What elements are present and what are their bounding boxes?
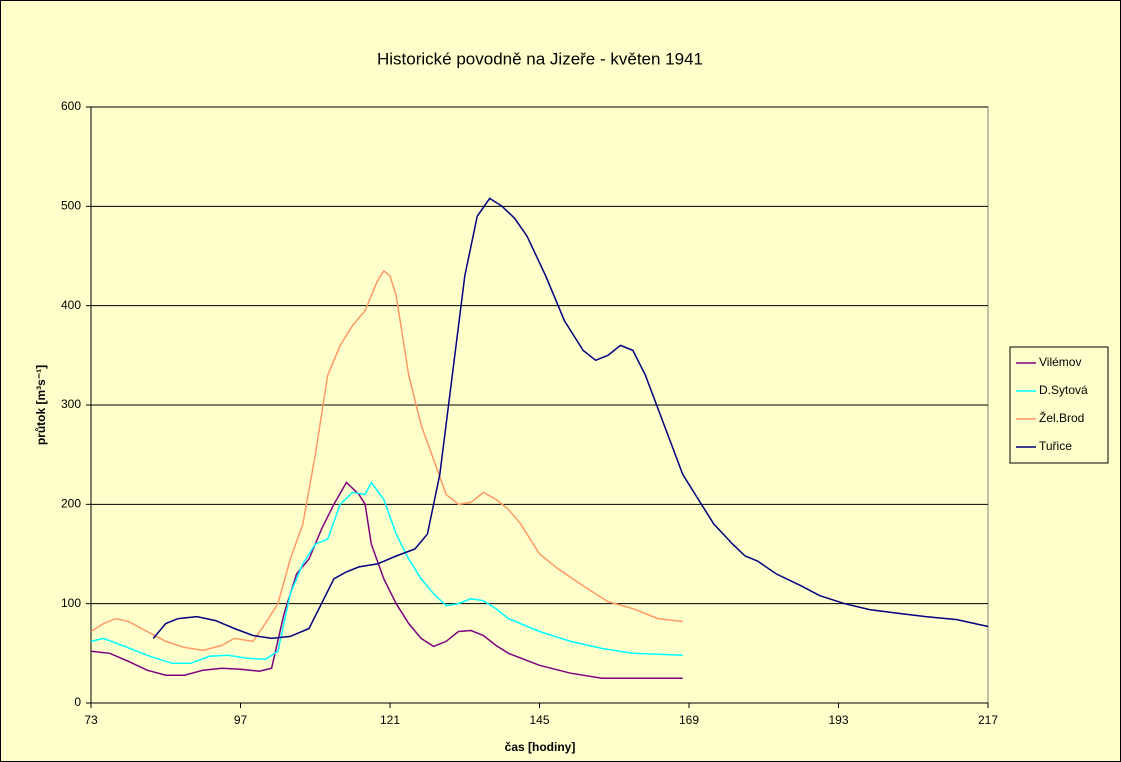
legend-label: Žel.Brod bbox=[1039, 410, 1084, 425]
y-tick-label: 500 bbox=[61, 199, 81, 213]
y-tick-label: 0 bbox=[74, 695, 81, 709]
x-tick-label: 217 bbox=[978, 713, 998, 727]
y-tick-label: 400 bbox=[61, 298, 81, 312]
x-tick-label: 145 bbox=[529, 713, 549, 727]
series-line bbox=[90, 481, 683, 665]
y-tick-label: 300 bbox=[61, 397, 81, 411]
x-tick-label: 169 bbox=[679, 713, 699, 727]
x-tick-label: 121 bbox=[380, 713, 400, 727]
legend-box bbox=[1009, 346, 1109, 464]
legend-label: Tuřice bbox=[1039, 439, 1072, 453]
series-line bbox=[90, 269, 683, 652]
y-tick-label: 100 bbox=[61, 596, 81, 610]
y-tick-label: 200 bbox=[61, 497, 81, 511]
x-tick-label: 193 bbox=[828, 713, 848, 727]
legend-label: D.Sytová bbox=[1039, 383, 1088, 397]
series-line bbox=[90, 481, 683, 679]
y-tick-label: 600 bbox=[61, 99, 81, 113]
x-axis-label: čas [hodiny] bbox=[505, 740, 576, 754]
x-tick-label: 97 bbox=[234, 713, 248, 727]
chart-title: Historické povodně na Jizeře - květen 19… bbox=[377, 49, 703, 68]
legend-label: Vilémov bbox=[1039, 355, 1081, 369]
y-axis-label: průtok [m³s⁻¹] bbox=[34, 365, 48, 445]
series-line bbox=[152, 197, 989, 640]
x-tick-label: 73 bbox=[84, 713, 98, 727]
